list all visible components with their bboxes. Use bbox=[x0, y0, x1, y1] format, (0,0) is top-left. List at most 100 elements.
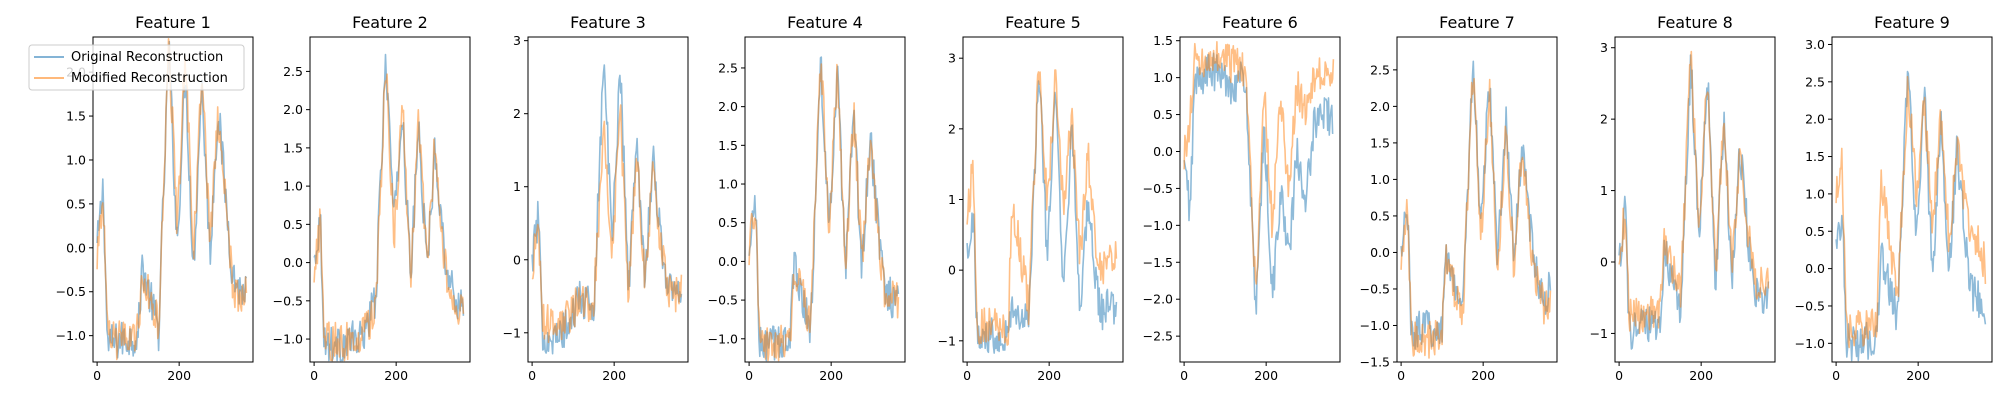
y-tick-label: 2.5 bbox=[718, 60, 738, 75]
y-tick-label: 2 bbox=[948, 121, 956, 136]
legend-box bbox=[28, 44, 245, 91]
x-tick-label: 0 bbox=[1397, 368, 1405, 383]
y-tick-label: −1.5 bbox=[1360, 355, 1390, 370]
y-tick-label: 0.0 bbox=[1153, 144, 1173, 159]
y-tick-label: 0.5 bbox=[283, 217, 303, 232]
subplot-feature-5: Feature 5 −1 0 1 2 3 0 200 bbox=[938, 13, 1124, 383]
subplot-title: Feature 7 bbox=[1439, 13, 1515, 32]
y-tick-label: 0.0 bbox=[1805, 261, 1825, 276]
series-line-original bbox=[1835, 70, 1987, 362]
y-tick-label: 1.5 bbox=[1153, 33, 1173, 48]
series-line-original bbox=[531, 64, 683, 355]
y-tick-label: 0.5 bbox=[1153, 107, 1173, 122]
subplot-title: Feature 2 bbox=[352, 13, 428, 32]
x-tick-label: 200 bbox=[1906, 368, 1930, 383]
x-tick-label: 0 bbox=[1615, 368, 1623, 383]
x-tick-label: 0 bbox=[528, 368, 536, 383]
y-tick-label: 1.0 bbox=[283, 179, 303, 194]
y-tick-label: 1.5 bbox=[718, 138, 738, 153]
x-tick-label: 200 bbox=[819, 368, 843, 383]
y-tick-label: 0.5 bbox=[1805, 224, 1825, 239]
y-tick-label: 2.0 bbox=[718, 99, 738, 114]
x-tick-label: 200 bbox=[1037, 368, 1061, 383]
subplot-feature-4: Feature 4 −1.0 −0.5 0.0 0.5 1.0 1.5 2.0 2.5 0 200 bbox=[708, 13, 906, 383]
y-tick-label: −1.0 bbox=[1795, 336, 1825, 351]
y-tick-label: 0.5 bbox=[66, 196, 86, 211]
series-line-modified bbox=[966, 69, 1118, 346]
axes-frame bbox=[744, 36, 906, 363]
x-tick-label: 200 bbox=[1254, 368, 1278, 383]
series-line-modified bbox=[313, 73, 465, 362]
axes-frame bbox=[1614, 36, 1776, 363]
y-tick-label: 2 bbox=[513, 106, 521, 121]
x-tick-label: 200 bbox=[167, 368, 191, 383]
subplot-title: Feature 6 bbox=[1222, 13, 1298, 32]
subplot-title: Feature 5 bbox=[1005, 13, 1081, 32]
series-line-modified bbox=[1835, 75, 1987, 349]
subplot-feature-2: Feature 2 −1.0 −0.5 0.0 0.5 1.0 1.5 2.0 2.5 0 200 bbox=[273, 13, 471, 383]
y-tick-label: −0.5 bbox=[708, 293, 738, 308]
y-tick-label: 0 bbox=[948, 263, 956, 278]
legend: Original Reconstruction Modified Reconst… bbox=[28, 44, 245, 91]
series-line-original bbox=[313, 53, 465, 362]
series-group bbox=[966, 69, 1118, 354]
y-tick-label: −2.5 bbox=[1143, 329, 1173, 344]
y-tick-label: −1 bbox=[1590, 326, 1608, 341]
series-group bbox=[313, 53, 465, 362]
axes-frame bbox=[92, 36, 254, 363]
y-tick-label: 0 bbox=[1600, 255, 1608, 270]
y-tick-label: 1.0 bbox=[718, 177, 738, 192]
y-tick-label: 3 bbox=[948, 51, 956, 66]
y-tick-label: −0.5 bbox=[1143, 181, 1173, 196]
series-group bbox=[96, 38, 248, 361]
y-tick-label: −1.0 bbox=[56, 328, 86, 343]
y-tick-label: 2.0 bbox=[1370, 99, 1390, 114]
series-line-modified bbox=[531, 104, 683, 344]
axes-frame bbox=[309, 36, 471, 363]
axes-frame bbox=[1831, 36, 1993, 363]
series-line-modified bbox=[1400, 77, 1552, 359]
y-tick-label: 3.0 bbox=[1805, 37, 1825, 52]
y-tick-label: 1.0 bbox=[1805, 186, 1825, 201]
x-tick-label: 0 bbox=[1180, 368, 1188, 383]
subplot-feature-3: Feature 3 −1 0 1 2 3 0 200 bbox=[503, 13, 689, 383]
y-tick-label: −1.5 bbox=[1143, 255, 1173, 270]
series-group bbox=[1835, 70, 1987, 362]
series-line-modified bbox=[1183, 41, 1335, 285]
y-tick-label: 1.5 bbox=[66, 109, 86, 124]
y-tick-label: 0.0 bbox=[66, 240, 86, 255]
series-group bbox=[748, 56, 900, 362]
subplot-title: Feature 1 bbox=[135, 13, 211, 32]
series-group bbox=[531, 64, 683, 355]
y-tick-label: 1 bbox=[513, 179, 521, 194]
x-tick-label: 0 bbox=[963, 368, 971, 383]
y-tick-label: 2.5 bbox=[1370, 62, 1390, 77]
series-line-modified bbox=[1618, 50, 1770, 334]
x-tick-label: 0 bbox=[93, 368, 101, 383]
x-tick-label: 0 bbox=[745, 368, 753, 383]
series-line-modified bbox=[96, 38, 248, 361]
y-tick-label: −0.5 bbox=[273, 293, 303, 308]
y-tick-label: −1.0 bbox=[708, 331, 738, 346]
y-tick-label: −1 bbox=[938, 333, 956, 348]
y-tick-label: −1 bbox=[503, 325, 521, 340]
y-tick-label: −0.5 bbox=[1360, 281, 1390, 296]
y-tick-label: 1.0 bbox=[1153, 70, 1173, 85]
series-group bbox=[1618, 50, 1770, 350]
axes-frame bbox=[1396, 36, 1558, 363]
y-tick-label: 0 bbox=[513, 252, 521, 267]
legend-label-modified: Modified Reconstruction bbox=[71, 71, 228, 86]
y-tick-label: 1 bbox=[948, 192, 956, 207]
y-tick-label: 2.5 bbox=[283, 64, 303, 79]
y-tick-label: 0.0 bbox=[718, 254, 738, 269]
series-group bbox=[1400, 60, 1552, 359]
y-tick-label: 2.5 bbox=[1805, 74, 1825, 89]
y-tick-label: 0.0 bbox=[283, 255, 303, 270]
y-tick-label: −1.0 bbox=[273, 332, 303, 347]
subplot-feature-7: Feature 7 −1.5 −1.0 −0.5 0.0 0.5 1.0 1.5 2.0 2.5 0… bbox=[1360, 13, 1558, 383]
legend-label-original: Original Reconstruction bbox=[71, 50, 223, 65]
subplot-title: Feature 8 bbox=[1657, 13, 1733, 32]
y-tick-label: 3 bbox=[513, 33, 521, 48]
y-tick-label: 1 bbox=[1600, 183, 1608, 198]
subplot-title: Feature 4 bbox=[787, 13, 863, 32]
